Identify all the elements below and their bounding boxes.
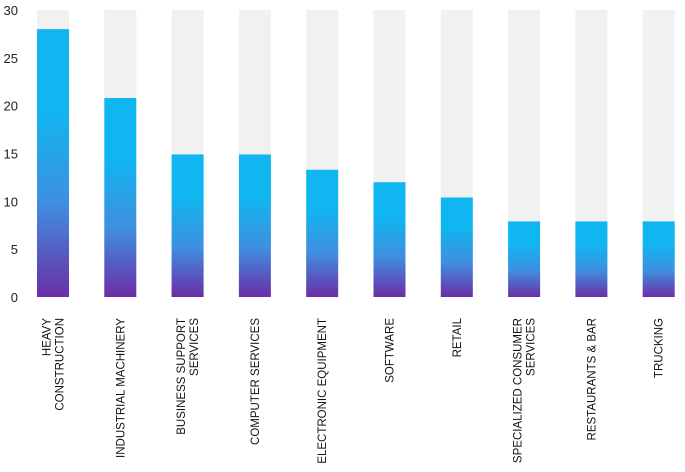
y-tick-label-30: 30 [4,3,18,18]
y-tick-label-5: 5 [11,242,18,257]
bars [37,10,675,298]
x-tick-label-line: TRUCKING [654,318,666,378]
x-tick-label-line: SERVICES [526,318,538,376]
x-tick-label-6: RETAIL [452,317,464,357]
y-tick-label-0: 0 [11,290,18,305]
bar-9 [642,221,675,297]
bar-5 [373,182,406,297]
x-tick-label-line: SPECIALIZED CONSUMER [513,318,525,463]
y-tick-label-15: 15 [4,147,18,162]
x-tick-label-5: SOFTWARE [385,318,397,383]
x-tick-label-1: INDUSTRIAL MACHINERY [115,318,127,458]
x-tick-label-line: COMPUTER SERVICES [250,318,262,445]
bar-2 [171,154,204,297]
x-tick-label-line: SERVICES [189,318,201,376]
y-tick-label-20: 20 [4,99,18,114]
y-tick-label-10: 10 [4,194,18,209]
x-tick-label-line: HEAVY [42,318,54,356]
bar-3 [238,154,271,297]
x-tick-label-line: RESTAURANTS & BAR [586,318,598,440]
x-tick-label-8: RESTAURANTS & BAR [586,318,598,440]
x-tick-label-line: BUSINESS SUPPORT [176,318,188,435]
x-tick-label-line: SOFTWARE [385,318,397,383]
x-tick-label-line: INDUSTRIAL MACHINERY [115,318,127,458]
x-tick-label-line: ELECTRONIC EQUIPMENT [317,318,329,464]
x-tick-label-line: RETAIL [452,317,464,357]
x-tick-label-0: HEAVY CONSTRUCTION [42,318,67,411]
x-tick-label-7: SPECIALIZED CONSUMER SERVICES [513,318,538,463]
bar-8 [575,221,608,297]
x-tick-label-4: ELECTRONIC EQUIPMENT [317,318,329,464]
bar-4 [306,169,339,297]
bar-1 [104,98,137,297]
x-tick-label-9: TRUCKING [654,318,666,378]
bar-6 [440,197,473,297]
x-tick-label-2: BUSINESS SUPPORT SERVICES [176,318,201,435]
y-axis: 0 5 10 15 20 25 30 [4,3,18,305]
bar-0 [37,29,69,298]
x-axis: HEAVY CONSTRUCTION INDUSTRIAL MACHINERY BUS… [42,317,666,463]
x-tick-label-line: CONSTRUCTION [55,318,67,411]
bar-7 [508,221,541,297]
y-tick-label-25: 25 [4,51,18,66]
x-tick-label-3: COMPUTER SERVICES [250,318,262,445]
